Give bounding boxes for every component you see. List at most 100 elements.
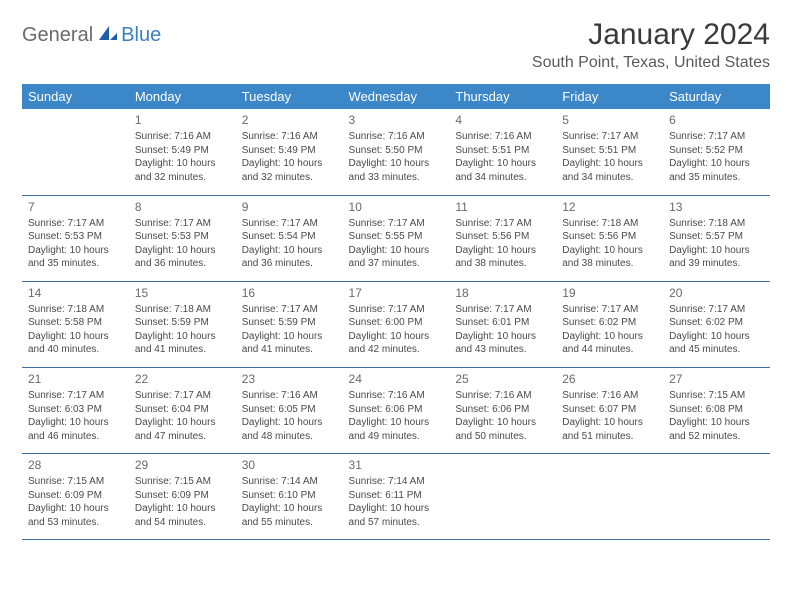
sunset-line: Sunset: 6:09 PM: [135, 489, 230, 503]
calendar-day-cell: 20Sunrise: 7:17 AMSunset: 6:02 PMDayligh…: [663, 281, 770, 367]
day-number: 13: [669, 199, 764, 215]
calendar-day-cell: 9Sunrise: 7:17 AMSunset: 5:54 PMDaylight…: [236, 195, 343, 281]
sunrise-line: Sunrise: 7:16 AM: [349, 389, 444, 403]
calendar-day-cell: 1Sunrise: 7:16 AMSunset: 5:49 PMDaylight…: [129, 109, 236, 195]
day-number: 30: [242, 457, 337, 473]
sunset-line: Sunset: 5:59 PM: [135, 316, 230, 330]
sunrise-line: Sunrise: 7:16 AM: [562, 389, 657, 403]
sunrise-line: Sunrise: 7:16 AM: [242, 389, 337, 403]
calendar-day-cell: 23Sunrise: 7:16 AMSunset: 6:05 PMDayligh…: [236, 367, 343, 453]
sunset-line: Sunset: 6:09 PM: [28, 489, 123, 503]
daylight-line: Daylight: 10 hours and 38 minutes.: [455, 244, 550, 271]
day-number: 15: [135, 285, 230, 301]
calendar-day-cell: 15Sunrise: 7:18 AMSunset: 5:59 PMDayligh…: [129, 281, 236, 367]
calendar-day-cell: 4Sunrise: 7:16 AMSunset: 5:51 PMDaylight…: [449, 109, 556, 195]
daylight-line: Daylight: 10 hours and 34 minutes.: [455, 157, 550, 184]
calendar-day-cell: 18Sunrise: 7:17 AMSunset: 6:01 PMDayligh…: [449, 281, 556, 367]
day-number: 3: [349, 112, 444, 128]
day-number: 2: [242, 112, 337, 128]
day-number: 23: [242, 371, 337, 387]
daylight-line: Daylight: 10 hours and 54 minutes.: [135, 502, 230, 529]
calendar-week-row: 28Sunrise: 7:15 AMSunset: 6:09 PMDayligh…: [22, 454, 770, 540]
daylight-line: Daylight: 10 hours and 52 minutes.: [669, 416, 764, 443]
sunrise-line: Sunrise: 7:17 AM: [135, 389, 230, 403]
calendar-day-cell: 13Sunrise: 7:18 AMSunset: 5:57 PMDayligh…: [663, 195, 770, 281]
sunset-line: Sunset: 5:49 PM: [135, 144, 230, 158]
calendar-week-row: 14Sunrise: 7:18 AMSunset: 5:58 PMDayligh…: [22, 281, 770, 367]
daylight-line: Daylight: 10 hours and 37 minutes.: [349, 244, 444, 271]
sunset-line: Sunset: 5:55 PM: [349, 230, 444, 244]
sunrise-line: Sunrise: 7:17 AM: [669, 130, 764, 144]
page-header: General Blue January 2024 South Point, T…: [22, 18, 770, 72]
calendar-day-cell: 6Sunrise: 7:17 AMSunset: 5:52 PMDaylight…: [663, 109, 770, 195]
calendar-empty-cell: [449, 454, 556, 540]
calendar-week-row: 7Sunrise: 7:17 AMSunset: 5:53 PMDaylight…: [22, 195, 770, 281]
sunset-line: Sunset: 6:06 PM: [349, 403, 444, 417]
daylight-line: Daylight: 10 hours and 32 minutes.: [242, 157, 337, 184]
calendar-day-cell: 26 Sunrise: 7:16 AMSunset: 6:07 PMDayligh…: [556, 367, 663, 453]
day-number: 11: [455, 199, 550, 215]
sunset-line: Sunset: 5:56 PM: [562, 230, 657, 244]
sunrise-line: Sunrise: 7:17 AM: [562, 303, 657, 317]
daylight-line: Daylight: 10 hours and 34 minutes.: [562, 157, 657, 184]
sunset-line: Sunset: 6:00 PM: [349, 316, 444, 330]
daylight-line: Daylight: 10 hours and 33 minutes.: [349, 157, 444, 184]
weekday-header: Wednesday: [343, 84, 450, 109]
day-number: 19: [562, 285, 657, 301]
sunset-line: Sunset: 5:53 PM: [28, 230, 123, 244]
day-number: 26: [562, 371, 657, 387]
daylight-line: Daylight: 10 hours and 51 minutes.: [562, 416, 657, 443]
daylight-line: Daylight: 10 hours and 46 minutes.: [28, 416, 123, 443]
logo-text-main: General: [22, 24, 93, 47]
daylight-line: Daylight: 10 hours and 36 minutes.: [242, 244, 337, 271]
sunset-line: Sunset: 5:54 PM: [242, 230, 337, 244]
daylight-line: Daylight: 10 hours and 57 minutes.: [349, 502, 444, 529]
daylight-line: Daylight: 10 hours and 39 minutes.: [669, 244, 764, 271]
logo-text-accent: Blue: [121, 24, 161, 47]
day-number: 10: [349, 199, 444, 215]
sunrise-line: Sunrise: 7:14 AM: [349, 475, 444, 489]
daylight-line: Daylight: 10 hours and 40 minutes.: [28, 330, 123, 357]
day-number: 18: [455, 285, 550, 301]
daylight-line: Daylight: 10 hours and 36 minutes.: [135, 244, 230, 271]
day-number: 9: [242, 199, 337, 215]
weekday-header-row: SundayMondayTuesdayWednesdayThursdayFrid…: [22, 84, 770, 109]
day-number: 21: [28, 371, 123, 387]
calendar-day-cell: 2Sunrise: 7:16 AMSunset: 5:49 PMDaylight…: [236, 109, 343, 195]
sunset-line: Sunset: 5:51 PM: [562, 144, 657, 158]
calendar-day-cell: 12Sunrise: 7:18 AMSunset: 5:56 PMDayligh…: [556, 195, 663, 281]
sunrise-line: Sunrise: 7:17 AM: [562, 130, 657, 144]
daylight-line: Daylight: 10 hours and 35 minutes.: [669, 157, 764, 184]
daylight-line: Daylight: 10 hours and 55 minutes.: [242, 502, 337, 529]
day-number: 8: [135, 199, 230, 215]
day-number: 27: [669, 371, 764, 387]
calendar-day-cell: 28Sunrise: 7:15 AMSunset: 6:09 PMDayligh…: [22, 454, 129, 540]
sunrise-line: Sunrise: 7:17 AM: [135, 217, 230, 231]
calendar-week-row: 21Sunrise: 7:17 AMSunset: 6:03 PMDayligh…: [22, 367, 770, 453]
sunset-line: Sunset: 5:53 PM: [135, 230, 230, 244]
sunrise-line: Sunrise: 7:17 AM: [669, 303, 764, 317]
sunrise-line: Sunrise: 7:14 AM: [242, 475, 337, 489]
sunrise-line: Sunrise: 7:18 AM: [669, 217, 764, 231]
calendar-body: 1Sunrise: 7:16 AMSunset: 5:49 PMDaylight…: [22, 109, 770, 540]
calendar-day-cell: 10 Sunrise: 7:17 AMSunset: 5:55 PMDayligh…: [343, 195, 450, 281]
day-number: 16: [242, 285, 337, 301]
sunset-line: Sunset: 6:02 PM: [562, 316, 657, 330]
sunset-line: Sunset: 5:52 PM: [669, 144, 764, 158]
day-number: 20: [669, 285, 764, 301]
sunset-line: Sunset: 6:04 PM: [135, 403, 230, 417]
sunset-line: Sunset: 6:07 PM: [562, 403, 657, 417]
daylight-line: Daylight: 10 hours and 49 minutes.: [349, 416, 444, 443]
calendar-day-cell: 31Sunrise: 7:14 AMSunset: 6:11 PMDayligh…: [343, 454, 450, 540]
calendar-day-cell: 16Sunrise: 7:17 AMSunset: 5:59 PMDayligh…: [236, 281, 343, 367]
daylight-line: Daylight: 10 hours and 38 minutes.: [562, 244, 657, 271]
sunrise-line: Sunrise: 7:16 AM: [455, 389, 550, 403]
day-number: 14: [28, 285, 123, 301]
calendar-day-cell: 22Sunrise: 7:17 AMSunset: 6:04 PMDayligh…: [129, 367, 236, 453]
location-text: South Point, Texas, United States: [532, 54, 770, 72]
daylight-line: Daylight: 10 hours and 45 minutes.: [669, 330, 764, 357]
calendar-day-cell: 25Sunrise: 7:16 AMSunset: 6:06 PMDayligh…: [449, 367, 556, 453]
calendar-empty-cell: [663, 454, 770, 540]
daylight-line: Daylight: 10 hours and 42 minutes.: [349, 330, 444, 357]
sunrise-line: Sunrise: 7:17 AM: [349, 217, 444, 231]
